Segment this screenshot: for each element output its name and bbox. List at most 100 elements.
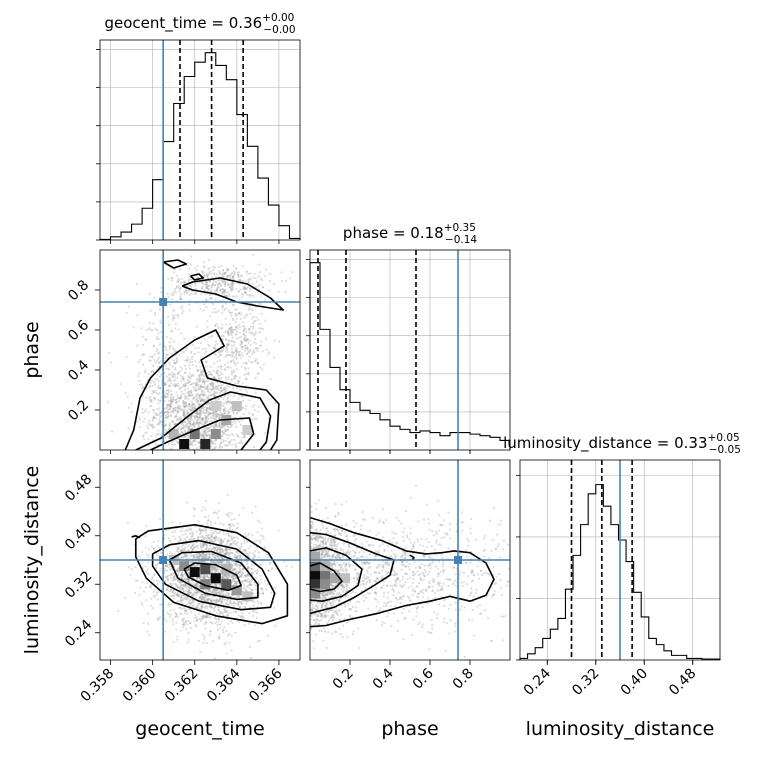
sample-point [149,382,152,385]
sample-point [208,574,212,577]
sample-point [179,374,183,377]
sample-point [234,610,238,614]
sample-point [196,422,199,425]
sample-point [130,402,133,405]
sample-point [151,392,154,395]
sample-point [130,568,133,571]
sample-point [251,350,254,353]
sample-point [232,575,235,578]
sample-point [201,287,204,290]
sample-point [205,545,208,548]
sample-point [180,390,184,393]
sample-point [224,429,227,432]
sample-point [226,344,229,347]
sample-point [188,364,191,367]
sample-point [194,347,197,350]
sample-point [174,362,177,365]
sample-point [232,568,236,571]
sample-point [173,552,176,556]
sample-point [228,408,232,411]
sample-point [194,284,197,287]
sample-point [234,347,237,350]
sample-point [231,275,235,278]
sample-point [167,400,170,403]
sample-point [158,308,161,311]
sample-point [244,288,247,291]
sample-point [209,383,213,386]
sample-point [206,427,209,430]
sample-point [187,403,190,406]
sample-point [229,401,232,404]
sample-point [177,579,180,582]
truth-marker [159,298,168,306]
sample-point [206,415,209,418]
sample-point [253,272,256,275]
sample-point [277,290,280,293]
sample-point [223,331,226,334]
sample-point [173,379,176,382]
sample-point [189,621,192,625]
sample-point [144,369,147,372]
sample-point [156,352,159,355]
sample-point [212,536,215,540]
sample-point [225,294,228,298]
sample-point [256,361,260,364]
sample-point [228,442,231,445]
sample-point [188,278,191,281]
sample-point [221,576,225,580]
sample-point [203,622,206,626]
sample-point [178,456,180,458]
sample-point [232,340,235,343]
sample-point [253,320,256,323]
contour-line [162,259,188,269]
sample-point [172,314,175,317]
sample-point [215,570,218,574]
sample-point [204,429,207,432]
sample-point [206,299,209,302]
sample-point [237,435,240,438]
sample-point [177,594,180,597]
sample-point [247,547,250,550]
sample-point [207,284,210,287]
sample-point [229,360,233,363]
sample-point [213,447,216,450]
sample-point [195,591,198,594]
scatter_phase_vs_geocent_time-background [100,250,300,450]
sample-point [257,318,260,322]
sample-point [168,388,171,392]
sample-point [156,423,159,426]
sample-point [248,412,251,415]
sample-point [200,398,203,401]
sample-point [238,326,241,329]
sample-point [230,378,233,381]
sample-point [189,406,192,409]
sample-point [218,551,221,554]
sample-point [204,529,208,532]
sample-point [204,553,207,556]
sample-point [243,624,246,627]
sample-point [247,272,250,275]
sample-point [232,351,236,354]
sample-point [185,359,188,363]
sample-point [201,380,204,383]
sample-point [196,454,198,456]
sample-point [260,602,263,606]
sample-point [217,560,220,563]
sample-point [188,275,191,278]
sample-point [260,327,263,330]
sample-point [149,423,152,426]
sample-point [242,330,245,333]
plot-area [100,250,300,458]
sample-point [192,396,195,399]
sample-point [195,421,198,425]
sample-point [208,556,211,559]
sample-point [187,572,190,575]
sample-point [207,426,211,429]
sample-point [214,411,217,414]
sample-point [190,626,193,630]
sample-point [222,279,225,282]
sample-point [230,288,233,291]
sample-point [194,623,197,626]
sample-point [168,385,171,388]
sample-point [197,385,200,388]
